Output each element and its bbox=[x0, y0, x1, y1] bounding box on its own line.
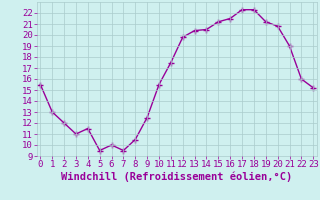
X-axis label: Windchill (Refroidissement éolien,°C): Windchill (Refroidissement éolien,°C) bbox=[61, 172, 292, 182]
